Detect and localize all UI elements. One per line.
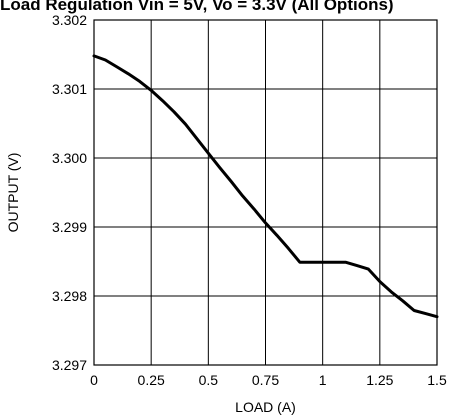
- y-tick-label: 3.297: [52, 357, 87, 373]
- x-tick-label: 1.5: [427, 372, 447, 388]
- x-tick-label: 1: [319, 372, 327, 388]
- y-tick-label: 3.298: [52, 288, 87, 304]
- x-tick-label: 0.5: [199, 372, 219, 388]
- y-tick-label: 3.301: [52, 81, 87, 97]
- x-tick-label: 0.75: [252, 372, 279, 388]
- x-tick-label: 0: [90, 372, 98, 388]
- x-tick-label: 1.25: [366, 372, 393, 388]
- chart-title: Load Regulation Vin = 5V, Vo = 3.3V (All…: [0, 0, 394, 14]
- y-tick-label: 3.302: [52, 12, 87, 28]
- x-axis-label: LOAD (A): [235, 399, 296, 415]
- plot-frame: [93, 19, 438, 366]
- x-tick-label: 0.25: [138, 372, 165, 388]
- tick-labels: 0 0.25 0.5 0.75 1 1.25 1.5 3.302 3.301 3.300 3.299…: [52, 12, 447, 388]
- y-tick-label: 3.300: [52, 150, 87, 166]
- y-axis-label: OUTPUT (V): [5, 153, 21, 233]
- y-tick-label: 3.299: [52, 219, 87, 235]
- series-line: [92, 54, 439, 319]
- grid: [93, 19, 438, 366]
